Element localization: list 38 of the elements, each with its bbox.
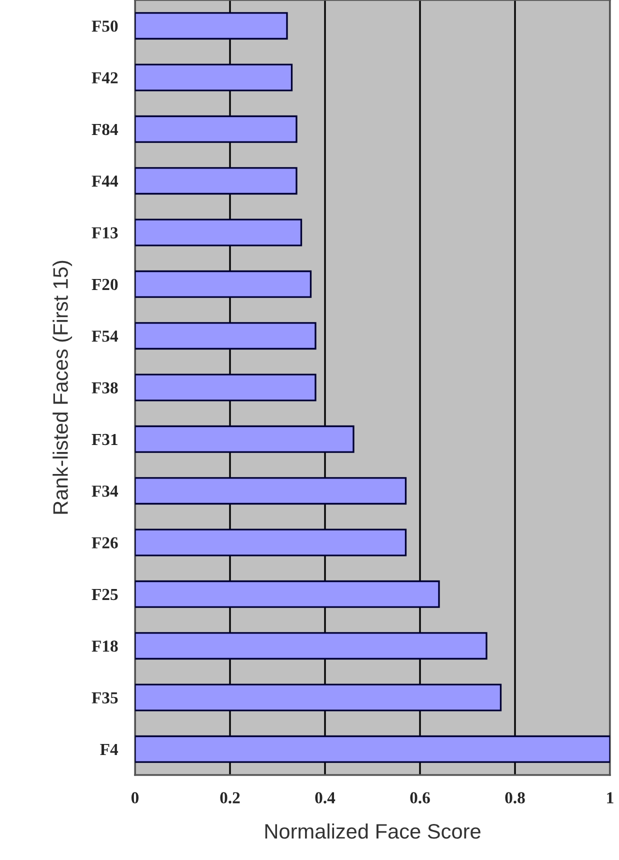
y-tick-label: F26 bbox=[92, 537, 118, 548]
x-tick-label: 0.4 bbox=[315, 792, 336, 804]
y-tick-label: F13 bbox=[92, 227, 118, 238]
bar bbox=[135, 218, 302, 246]
x-tick-label: 0.6 bbox=[410, 792, 430, 804]
bar bbox=[135, 270, 312, 298]
x-tick-label: 0.8 bbox=[505, 792, 525, 804]
y-tick-label: F42 bbox=[92, 72, 118, 84]
y-tick-label: F18 bbox=[92, 640, 118, 652]
bar bbox=[135, 477, 407, 505]
bar bbox=[135, 684, 502, 712]
bar bbox=[135, 374, 316, 402]
y-tick-label: F44 bbox=[92, 176, 118, 187]
x-tick-label: 0.2 bbox=[220, 792, 240, 804]
bar bbox=[135, 632, 488, 660]
bar bbox=[135, 528, 407, 556]
y-tick-label: F34 bbox=[92, 486, 118, 497]
bar bbox=[135, 64, 293, 92]
bar bbox=[135, 580, 440, 608]
bar bbox=[135, 115, 298, 143]
y-tick-label: F35 bbox=[92, 692, 118, 704]
y-axis-title: Rank-listed Faces (First 15) bbox=[52, 260, 72, 514]
bar bbox=[135, 322, 316, 350]
y-tick-label: F54 bbox=[92, 330, 118, 342]
bar bbox=[135, 735, 610, 763]
x-tick-label: 0 bbox=[131, 792, 139, 804]
bar bbox=[135, 167, 298, 195]
y-tick-label: F20 bbox=[92, 278, 118, 290]
x-tick-label: 1 bbox=[607, 792, 614, 804]
bar bbox=[135, 425, 354, 453]
y-tick-label: F38 bbox=[92, 382, 118, 394]
y-tick-label: F25 bbox=[92, 588, 118, 600]
bar bbox=[135, 12, 288, 40]
y-tick-label: F50 bbox=[92, 20, 118, 32]
y-tick-label: F4 bbox=[100, 744, 118, 755]
y-tick-label: F31 bbox=[92, 434, 118, 446]
y-tick-label: F84 bbox=[92, 124, 118, 136]
x-axis-title: Normalized Face Score bbox=[265, 823, 480, 839]
